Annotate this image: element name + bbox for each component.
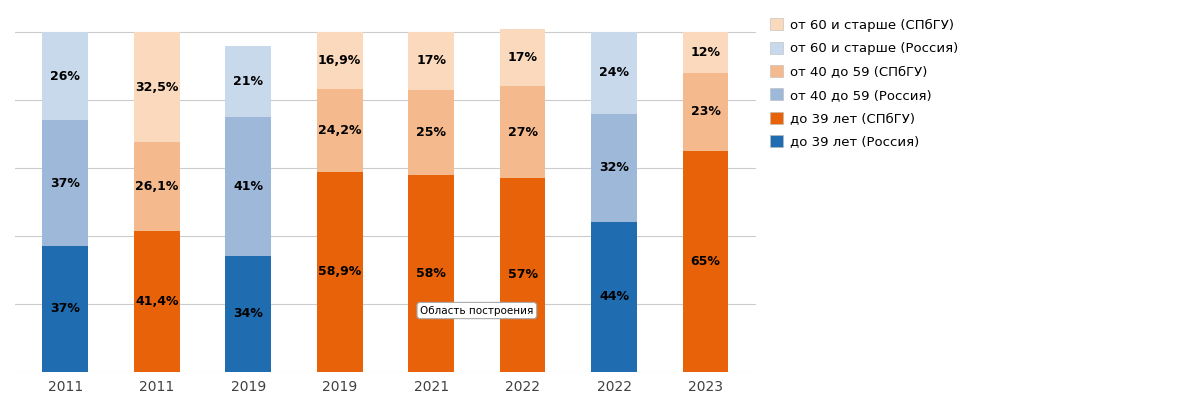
Text: 32%: 32% [599, 162, 629, 174]
Bar [499, 86, 546, 178]
Bar [499, 178, 546, 372]
Text: 26,1%: 26,1% [136, 180, 179, 193]
Text: 21%: 21% [233, 75, 263, 88]
Text: 24%: 24% [599, 66, 629, 79]
Text: 37%: 37% [50, 302, 80, 315]
Bar [134, 142, 180, 231]
Text: 44%: 44% [599, 290, 629, 303]
Text: 25%: 25% [416, 126, 446, 139]
Text: 57%: 57% [508, 268, 538, 281]
Bar [683, 73, 728, 151]
Bar [134, 32, 180, 142]
Text: 37%: 37% [50, 177, 80, 190]
Legend: от 60 и старше (СПбГУ), от 60 и старше (Россия), от 40 до 59 (СПбГУ), от 40 до 5: от 60 и старше (СПбГУ), от 60 и старше (… [766, 14, 962, 153]
Text: 41,4%: 41,4% [136, 295, 179, 308]
Text: 65%: 65% [690, 255, 720, 268]
Text: 17%: 17% [416, 54, 446, 67]
Bar [408, 32, 454, 90]
Text: Область построения: Область построения [420, 306, 534, 315]
Bar [42, 120, 88, 246]
Text: 58%: 58% [416, 267, 446, 280]
Text: 26%: 26% [50, 70, 80, 83]
Bar [134, 231, 180, 372]
Text: 17%: 17% [508, 51, 538, 64]
Text: 24,2%: 24,2% [318, 124, 361, 137]
Bar [592, 114, 637, 222]
Bar [42, 246, 88, 372]
Bar [226, 45, 271, 117]
Bar [42, 32, 88, 120]
Bar [226, 256, 271, 372]
Bar [317, 32, 362, 90]
Bar [408, 175, 454, 372]
Text: 41%: 41% [233, 180, 263, 193]
Bar [317, 172, 362, 372]
Text: 12%: 12% [690, 46, 720, 59]
Bar [592, 222, 637, 372]
Text: 58,9%: 58,9% [318, 265, 361, 278]
Bar [226, 117, 271, 256]
Bar [592, 32, 637, 114]
Text: 16,9%: 16,9% [318, 54, 361, 67]
Text: 27%: 27% [508, 126, 538, 139]
Bar [317, 90, 362, 172]
Bar [408, 90, 454, 175]
Bar [683, 32, 728, 73]
Text: 23%: 23% [690, 105, 720, 118]
Text: 32,5%: 32,5% [136, 81, 179, 94]
Bar [499, 29, 546, 86]
Bar [683, 151, 728, 372]
Text: 34%: 34% [233, 308, 263, 320]
